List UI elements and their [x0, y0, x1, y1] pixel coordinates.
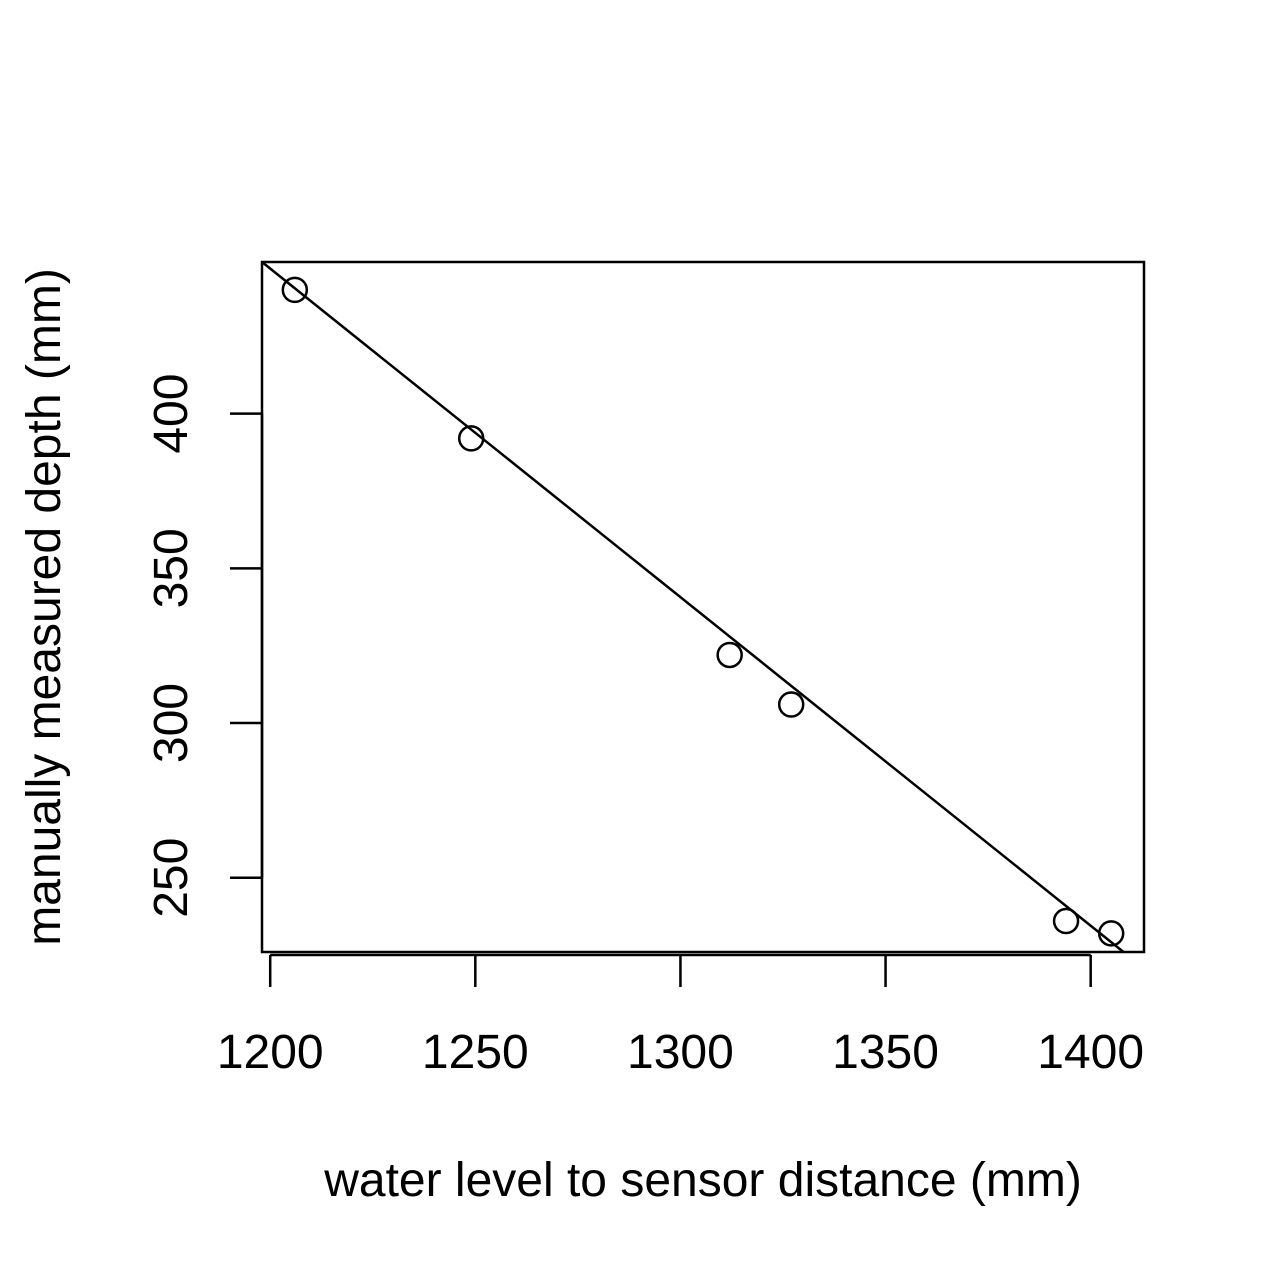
data-point	[716, 641, 743, 669]
fit-line	[261, 261, 1125, 953]
y-axis: 250 300 350 400	[145, 374, 264, 918]
y-axis-label: manually measured depth (mm)	[18, 268, 71, 946]
y-tick-label: 300	[145, 683, 198, 763]
data-points	[281, 276, 1125, 947]
x-axis: 1200 1250 1300 1350 1400	[217, 953, 1144, 1079]
y-tick-label: 250	[145, 838, 198, 918]
x-tick-label: 1250	[422, 1026, 529, 1079]
y-tick-label: 350	[145, 528, 198, 608]
plot-frame	[260, 260, 1146, 954]
x-tick-label: 1400	[1037, 1026, 1144, 1079]
data-point	[457, 425, 485, 452]
x-tick-label: 1200	[217, 1026, 324, 1079]
x-tick-label: 1300	[627, 1026, 734, 1079]
data-point	[1052, 907, 1080, 935]
data-point	[281, 276, 309, 304]
data-point	[1097, 920, 1125, 947]
data-point	[777, 691, 805, 718]
fit-line-layer	[261, 261, 1125, 953]
x-tick-label: 1350	[832, 1026, 939, 1079]
y-tick-label: 400	[145, 374, 198, 454]
x-axis-label: water level to sensor distance (mm)	[323, 1154, 1082, 1207]
